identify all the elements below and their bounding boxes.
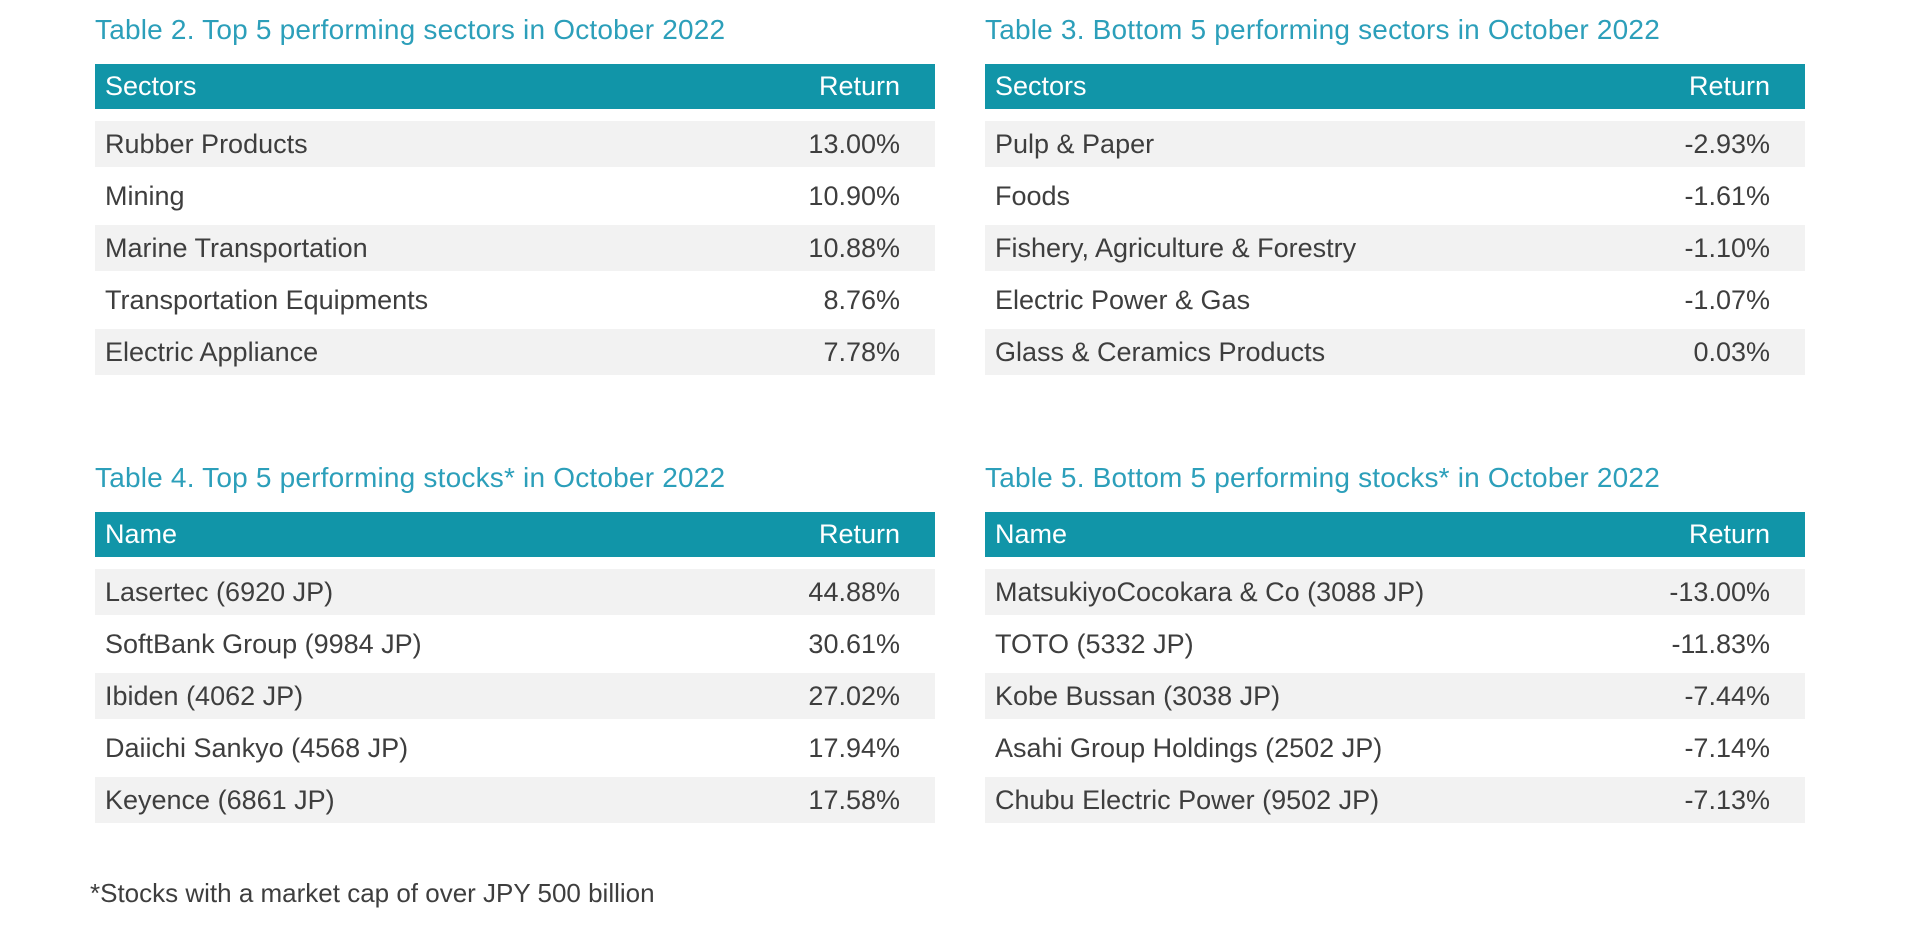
- table-row: Kobe Bussan (3038 JP) -7.44%: [985, 670, 1805, 722]
- return-value: -7.14%: [1684, 732, 1770, 763]
- table-header-row: Sectors Return: [985, 64, 1805, 109]
- return-value: -7.44%: [1684, 680, 1770, 711]
- stock-name: Ibiden (4062 JP): [105, 680, 304, 711]
- return-value: 44.88%: [808, 576, 900, 607]
- sector-name: Pulp & Paper: [995, 128, 1155, 159]
- table-body: Rubber Products 13.00% Mining 10.90% Mar…: [95, 118, 935, 378]
- table-row: Keyence (6861 JP) 17.58%: [95, 774, 935, 826]
- column-header-return: Return: [818, 519, 900, 549]
- return-value: 27.02%: [808, 680, 900, 711]
- sector-name: Rubber Products: [105, 128, 308, 159]
- return-value: -1.10%: [1684, 232, 1770, 263]
- return-value: -7.13%: [1684, 784, 1770, 815]
- table-row: Transportation Equipments 8.76%: [95, 274, 935, 326]
- table-row: Ibiden (4062 JP) 27.02%: [95, 670, 935, 722]
- return-value: 17.94%: [808, 732, 900, 763]
- return-value: 10.88%: [808, 232, 900, 263]
- table-top5-stocks: Table 4. Top 5 performing stocks* in Oct…: [95, 458, 935, 826]
- column-header-return: Return: [1688, 71, 1770, 101]
- table-row: Electric Appliance 7.78%: [95, 326, 935, 378]
- table-row: Fishery, Agriculture & Forestry -1.10%: [985, 222, 1805, 274]
- table-row: SoftBank Group (9984 JP) 30.61%: [95, 618, 935, 670]
- sector-name: Marine Transportation: [105, 232, 368, 263]
- column-header-name: Name: [105, 519, 178, 549]
- table-row: Marine Transportation 10.88%: [95, 222, 935, 274]
- return-value: -1.61%: [1684, 180, 1770, 211]
- stock-name: Chubu Electric Power (9502 JP): [995, 784, 1380, 815]
- column-header-return: Return: [818, 71, 900, 101]
- table-row: Asahi Group Holdings (2502 JP) -7.14%: [985, 722, 1805, 774]
- table-row: TOTO (5332 JP) -11.83%: [985, 618, 1805, 670]
- return-value: -11.83%: [1671, 628, 1770, 659]
- table-row: Daiichi Sankyo (4568 JP) 17.94%: [95, 722, 935, 774]
- table-body: Pulp & Paper -2.93% Foods -1.61% Fishery…: [985, 118, 1805, 378]
- table-row: Foods -1.61%: [985, 170, 1805, 222]
- stock-name: TOTO (5332 JP): [995, 628, 1194, 659]
- table-row: Glass & Ceramics Products 0.03%: [985, 326, 1805, 378]
- sector-name: Fishery, Agriculture & Forestry: [995, 232, 1357, 263]
- table-row: Chubu Electric Power (9502 JP) -7.13%: [985, 774, 1805, 826]
- stock-name: SoftBank Group (9984 JP): [105, 628, 422, 659]
- column-header-sectors: Sectors: [105, 71, 197, 101]
- table-top5-sectors: Table 2. Top 5 performing sectors in Oct…: [95, 10, 935, 378]
- table-row: Lasertec (6920 JP) 44.88%: [95, 566, 935, 618]
- return-value: -2.93%: [1684, 128, 1770, 159]
- table-title: Table 5. Bottom 5 performing stocks* in …: [985, 462, 1660, 493]
- stock-name: MatsukiyoCocokara & Co (3088 JP): [995, 576, 1425, 607]
- column-header-sectors: Sectors: [995, 71, 1087, 101]
- return-value: 17.58%: [808, 784, 900, 815]
- return-value: 8.76%: [823, 284, 900, 315]
- table-header-row: Name Return: [95, 512, 935, 557]
- sector-name: Electric Appliance: [105, 336, 319, 367]
- column-header-return: Return: [1688, 519, 1770, 549]
- table-bottom5-stocks: Table 5. Bottom 5 performing stocks* in …: [985, 458, 1805, 826]
- footnote: *Stocks with a market cap of over JPY 50…: [90, 878, 655, 908]
- sector-name: Mining: [105, 180, 185, 211]
- table-title: Table 4. Top 5 performing stocks* in Oct…: [95, 462, 726, 493]
- column-header-name: Name: [995, 519, 1068, 549]
- table-row: Electric Power & Gas -1.07%: [985, 274, 1805, 326]
- stock-name: Lasertec (6920 JP): [105, 576, 334, 607]
- table-row: Mining 10.90%: [95, 170, 935, 222]
- table-bottom5-sectors: Table 3. Bottom 5 performing sectors in …: [985, 10, 1805, 378]
- table-header-row: Name Return: [985, 512, 1805, 557]
- stock-name: Keyence (6861 JP): [105, 784, 335, 815]
- table-row: Pulp & Paper -2.93%: [985, 118, 1805, 170]
- stock-name: Asahi Group Holdings (2502 JP): [995, 732, 1383, 763]
- stock-name: Kobe Bussan (3038 JP): [995, 680, 1281, 711]
- table-title: Table 2. Top 5 performing sectors in Oct…: [95, 14, 726, 45]
- table-body: Lasertec (6920 JP) 44.88% SoftBank Group…: [95, 566, 935, 826]
- return-value: 13.00%: [808, 128, 900, 159]
- stock-name: Daiichi Sankyo (4568 JP): [105, 732, 409, 763]
- sector-name: Electric Power & Gas: [995, 284, 1251, 315]
- table-header-row: Sectors Return: [95, 64, 935, 109]
- table-title: Table 3. Bottom 5 performing sectors in …: [985, 14, 1660, 45]
- return-value: 10.90%: [808, 180, 900, 211]
- return-value: 30.61%: [808, 628, 900, 659]
- table-row: Rubber Products 13.00%: [95, 118, 935, 170]
- table-row: MatsukiyoCocokara & Co (3088 JP) -13.00%: [985, 566, 1805, 618]
- return-value: 0.03%: [1693, 336, 1770, 367]
- sector-name: Foods: [995, 180, 1071, 211]
- sector-name: Glass & Ceramics Products: [995, 336, 1326, 367]
- table-body: MatsukiyoCocokara & Co (3088 JP) -13.00%…: [985, 566, 1805, 826]
- return-value: -13.00%: [1669, 576, 1770, 607]
- return-value: 7.78%: [823, 336, 900, 367]
- return-value: -1.07%: [1684, 284, 1770, 315]
- sector-name: Transportation Equipments: [105, 284, 429, 315]
